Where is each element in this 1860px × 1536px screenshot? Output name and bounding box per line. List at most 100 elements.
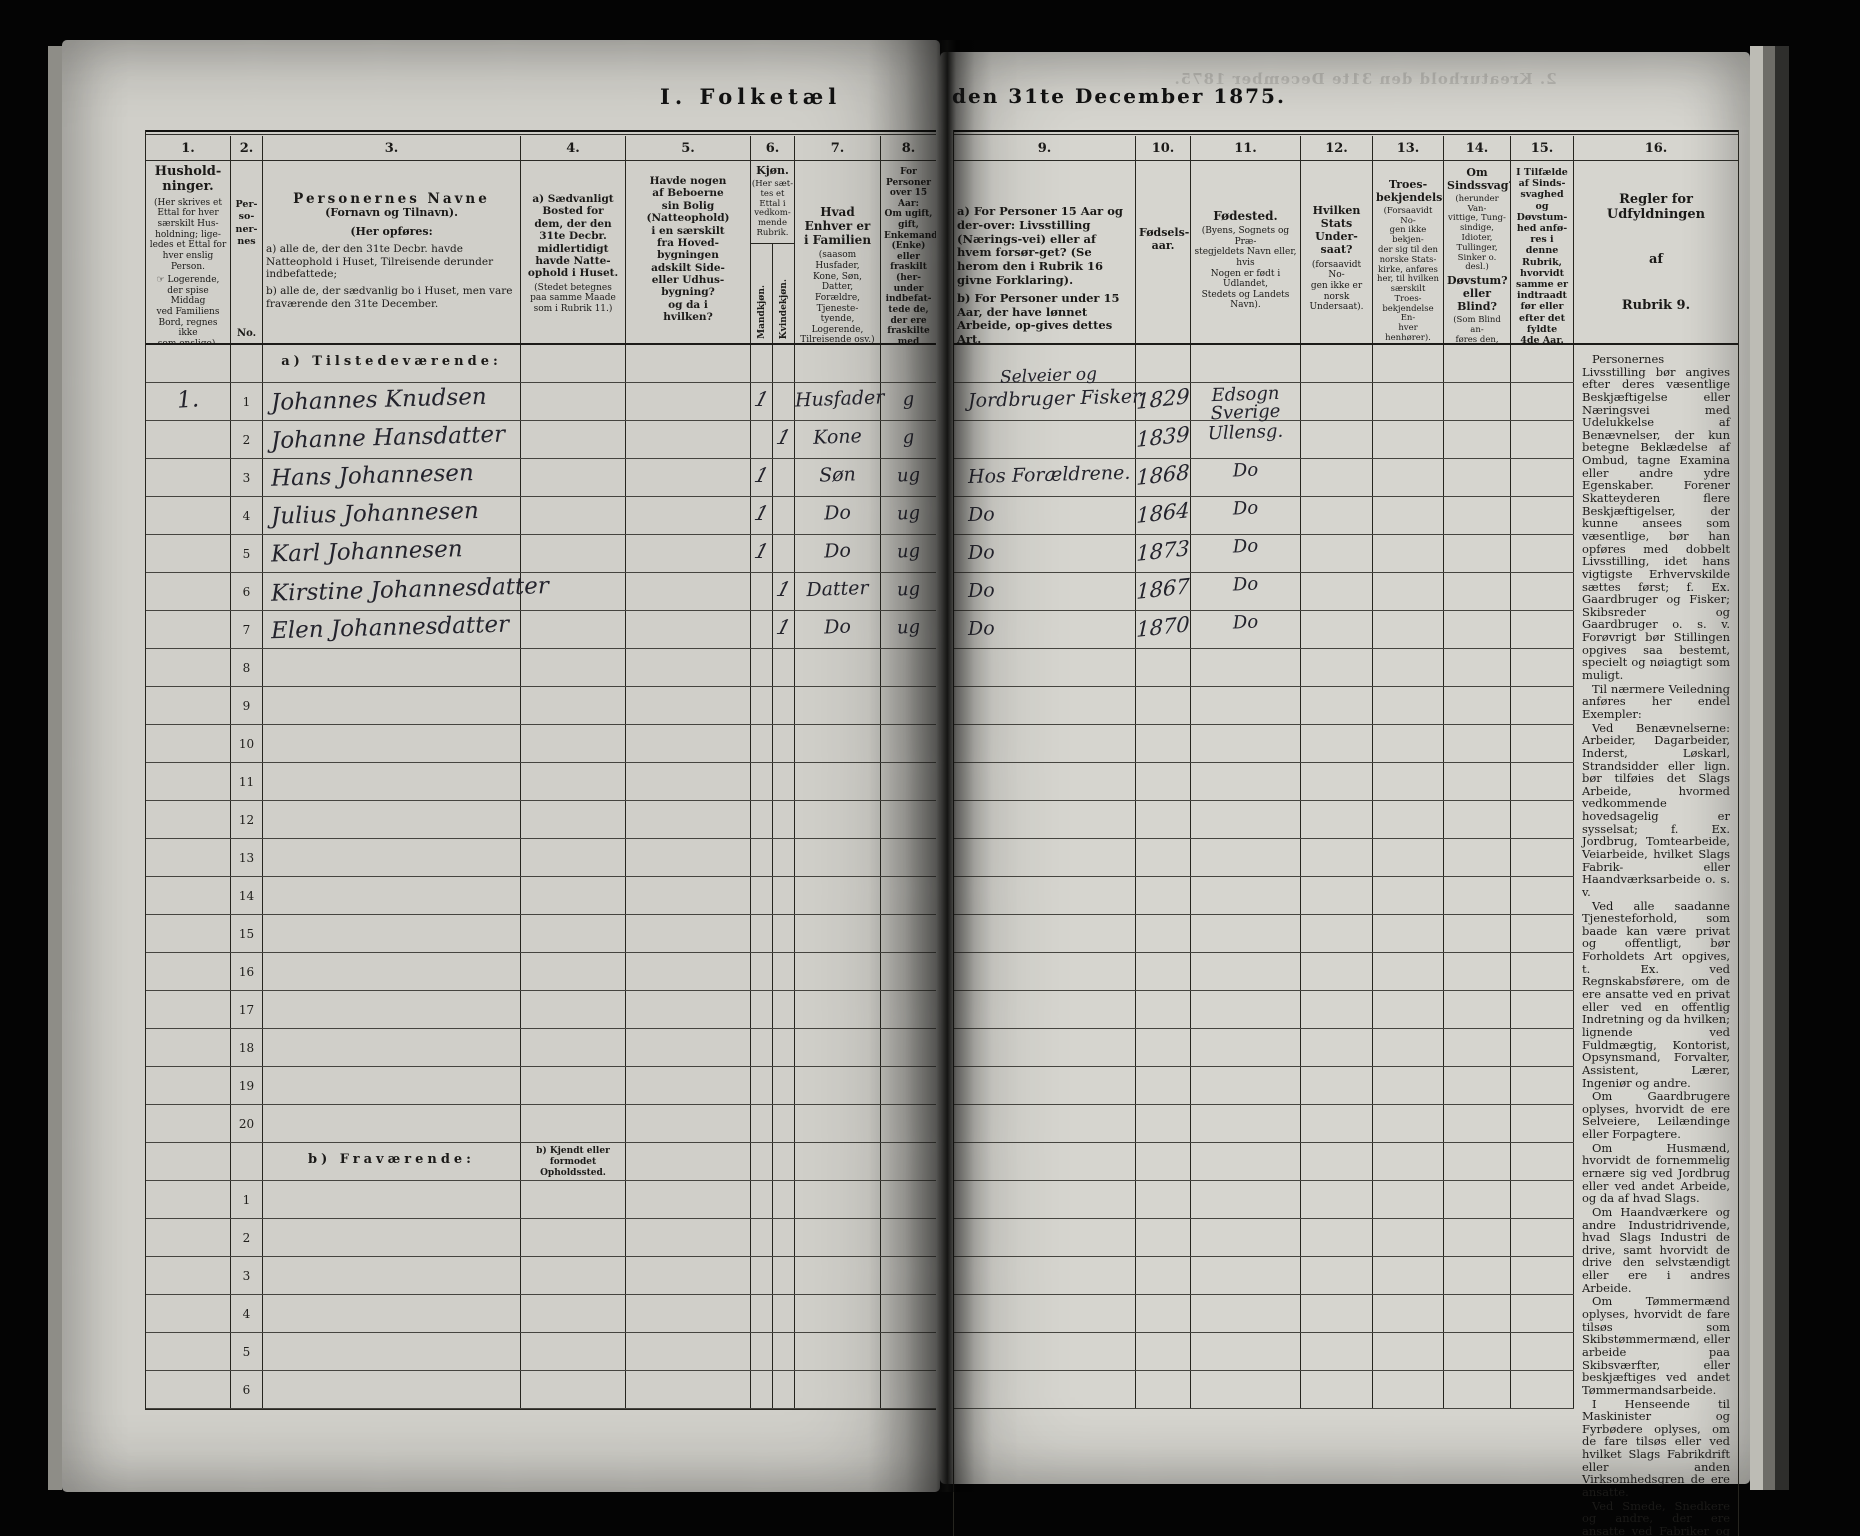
birth-year-cell: 1868	[1136, 459, 1191, 496]
col-no-8: 8.	[901, 140, 916, 156]
rules-paragraph: Ved Smede, Snedkere og andre, der ere an…	[1582, 1498, 1730, 1536]
family-position-cell	[795, 1257, 881, 1294]
households-desc: (Her skrives et Ettal for hver særskilt …	[149, 197, 227, 272]
column-number-row: 1. 2. 3. 4. 5. 6. 7. 8.	[146, 136, 936, 161]
female-mark-cell: 1	[773, 611, 795, 648]
disability-onset-cell	[1511, 725, 1574, 762]
right-rows: Selveier og Jordbruger Fisker 1829 Edsogn…	[954, 345, 1574, 1536]
citizenship-cell	[1301, 725, 1373, 762]
person-number-cell: 7	[231, 611, 263, 648]
name-cell	[263, 649, 521, 686]
marital-status-cell: ug	[896, 464, 921, 487]
header-usual-residence: a) Sædvanligt Bosted for dem, der den 31…	[521, 161, 626, 343]
creed-cell	[1373, 839, 1444, 876]
occupation-cell	[954, 1257, 1136, 1294]
census-row-left: 17	[146, 991, 936, 1029]
household-number-cell: 1.	[146, 383, 231, 420]
empty-cell	[521, 345, 626, 382]
known-residence-cell	[521, 1333, 626, 1370]
name-cell	[263, 1371, 521, 1408]
empty-cell	[773, 1143, 795, 1180]
col-no-6: 6.	[751, 136, 795, 160]
disability-cell	[1444, 497, 1511, 534]
census-table-left: 1. 2. 3. 4. 5. 6. 7. 8. Hushold- ninger.…	[145, 130, 936, 1410]
citizenship-cell	[1301, 573, 1373, 610]
family-position-cell: Kone	[795, 421, 881, 458]
outbuilding-cell	[626, 725, 751, 762]
rules-paragraph: Om Tømmermænd oplyses, hvorvidt de fare …	[1582, 1294, 1730, 1397]
birthplace-cell	[1191, 725, 1301, 762]
name-cell: Julius Johannesen	[263, 497, 521, 534]
occupation-cell: Hos Forældrene.	[954, 459, 1136, 496]
creed-cell	[1373, 1067, 1444, 1104]
citizenship-cell	[1301, 1105, 1373, 1142]
disability-onset-cell	[1511, 839, 1574, 876]
male-mark-cell	[751, 1333, 773, 1370]
section-a-row: a) Tilstedeværende:	[146, 345, 936, 383]
disability-onset-cell	[1511, 573, 1574, 610]
birthplace-title: Fødested.	[1213, 209, 1278, 223]
citizenship-cell	[1301, 421, 1373, 458]
family-position-cell	[795, 763, 881, 800]
birthplace-cell	[1191, 839, 1301, 876]
name-cell	[263, 725, 521, 762]
disability-onset-cell	[1511, 1029, 1574, 1066]
names-sub: (Her opføres:	[350, 225, 433, 239]
usual-residence-cell	[521, 725, 626, 762]
birth-year-cell: 1870	[1136, 611, 1191, 648]
occupation-cell: Do	[954, 611, 1136, 648]
disability-onset-cell	[1511, 687, 1574, 724]
col-no-2: 2.	[231, 136, 263, 160]
header-households: Hushold- ninger. (Her skrives et Ettal f…	[146, 161, 231, 343]
outbuilding-cell	[626, 1105, 751, 1142]
section-b-note: b) Kjendt eller formodet Opholdssted.	[536, 1146, 610, 1178]
person-number-cell: 20	[231, 1105, 263, 1142]
marital-status-cell	[881, 991, 936, 1028]
birth-year-cell: 1839	[1136, 421, 1191, 458]
creed-cell	[1373, 953, 1444, 990]
empty-cell	[881, 345, 936, 382]
creed-cell	[1373, 687, 1444, 724]
family-position-cell	[795, 725, 881, 762]
rules-title-1: Regler for Udfyldningen	[1606, 191, 1706, 222]
census-row-right	[954, 649, 1574, 687]
family-position-cell	[795, 1333, 881, 1370]
birth-year-cell	[1136, 1181, 1191, 1218]
person-number-cell: 9	[231, 687, 263, 724]
disability-onset-cell	[1511, 763, 1574, 800]
census-row-left: 1. 1 Johannes Knudsen 1 Husfader g	[146, 383, 936, 421]
creed-cell	[1373, 1371, 1444, 1408]
sex-sub: (Her sæt- tes et Ettal i vedkom- mende R…	[751, 178, 794, 238]
creed-cell	[1373, 421, 1444, 458]
citizenship-cell	[1301, 877, 1373, 914]
person-number-cell: 4	[231, 1295, 263, 1332]
citizenship-cell	[1301, 611, 1373, 648]
citizenship-sub: (forsaavidt No- gen ikke er norsk Unders…	[1309, 259, 1364, 313]
households-title: Hushold- ninger.	[154, 164, 222, 194]
census-row-right	[954, 1029, 1574, 1067]
male-mark-cell	[751, 421, 773, 458]
female-mark-cell	[773, 535, 795, 572]
household-number-cell	[146, 1067, 231, 1104]
outbuilding-cell	[626, 763, 751, 800]
birth-year-cell	[1136, 649, 1191, 686]
census-row-right	[954, 687, 1574, 725]
occupation-cell	[954, 763, 1136, 800]
marital-status-cell	[881, 915, 936, 952]
birth-year-cell	[1136, 1105, 1191, 1142]
known-residence-cell	[521, 1219, 626, 1256]
page-stack-edge-3	[1775, 46, 1789, 1490]
header-outbuilding: Havde nogen af Beboerne sin Bolig (Natte…	[626, 161, 751, 343]
birthplace-cell: Do	[1191, 459, 1301, 496]
census-table-right: 9. 10. 11. 12. 13. 14. 15. 16. a) For Pe…	[953, 130, 1739, 1536]
marital-status-cell: ug	[896, 502, 921, 525]
census-row-right: Do 1870 Do	[954, 611, 1574, 649]
section-a-label-cell: a) Tilstedeværende:	[263, 345, 521, 382]
family-position-sub: (saasom Husfader, Kone, Søn, Datter, For…	[800, 250, 875, 343]
household-number-cell	[146, 1257, 231, 1294]
spacer-row	[954, 345, 1574, 383]
family-position-cell	[795, 1029, 881, 1066]
female-mark-cell	[773, 459, 795, 496]
names-rule-a: a) alle de, der den 31te Decbr. havde Na…	[266, 243, 494, 281]
usual-residence-cell	[521, 497, 626, 534]
